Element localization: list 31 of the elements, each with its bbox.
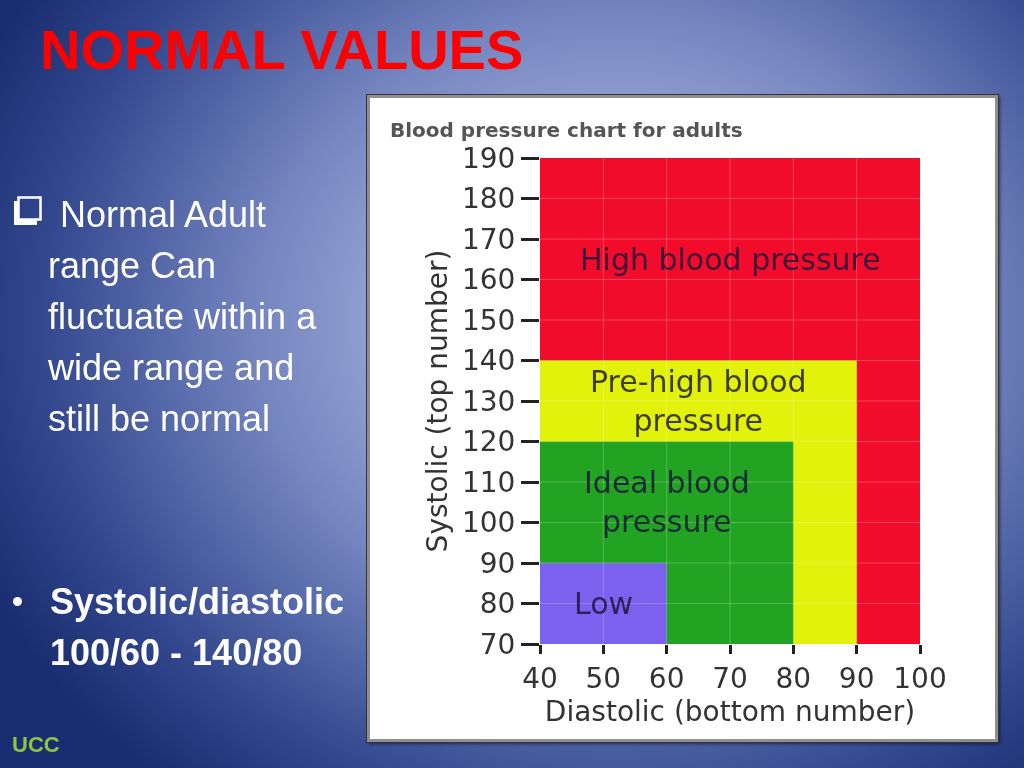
x-tick-label: 100	[893, 661, 947, 695]
series-label: High blood pressure	[580, 242, 881, 277]
series-label: Pre-high blood pressure	[590, 364, 807, 438]
y-tick-label: 190	[461, 141, 516, 175]
x-tick-label: 90	[838, 661, 875, 695]
y-tick-label: 150	[461, 303, 516, 337]
y-tick-label: 100	[461, 506, 516, 540]
text: Systolic/diastolic 100/60 - 140/80	[50, 580, 346, 675]
x-tick-label: 60	[648, 661, 685, 695]
text: UCC	[12, 732, 60, 758]
y-tick-label: 130	[461, 384, 516, 418]
chart-subtitle: Blood pressure chart for adults	[390, 118, 743, 142]
x-tick-label: 40	[522, 661, 558, 695]
y-tick-label: 180	[461, 182, 516, 216]
text: Normal Adult range Can fluctuate within a wide range and still be normal	[48, 193, 318, 441]
y-axis-title: Systolic (top number)	[420, 249, 454, 553]
y-tick-label: 140	[461, 344, 516, 378]
series-label: Ideal blood pressure	[584, 465, 750, 539]
chart-title: NORMAL VALUES	[40, 18, 524, 82]
x-tick-label: 50	[585, 661, 622, 695]
y-tick-label: 160	[461, 263, 516, 297]
series-label: Low	[574, 586, 634, 621]
y-tick-label: 120	[461, 425, 516, 459]
x-tick-label: 70	[712, 661, 748, 695]
y-tick-label: 80	[479, 587, 516, 621]
y-tick-label: 70	[479, 627, 516, 661]
y-tick-label: 170	[461, 222, 516, 256]
x-axis-title: Diastolic (bottom number)	[544, 694, 916, 728]
x-tick-label: 80	[775, 661, 812, 695]
y-tick-label: 90	[479, 546, 516, 580]
y-tick-label: 110	[461, 465, 516, 499]
